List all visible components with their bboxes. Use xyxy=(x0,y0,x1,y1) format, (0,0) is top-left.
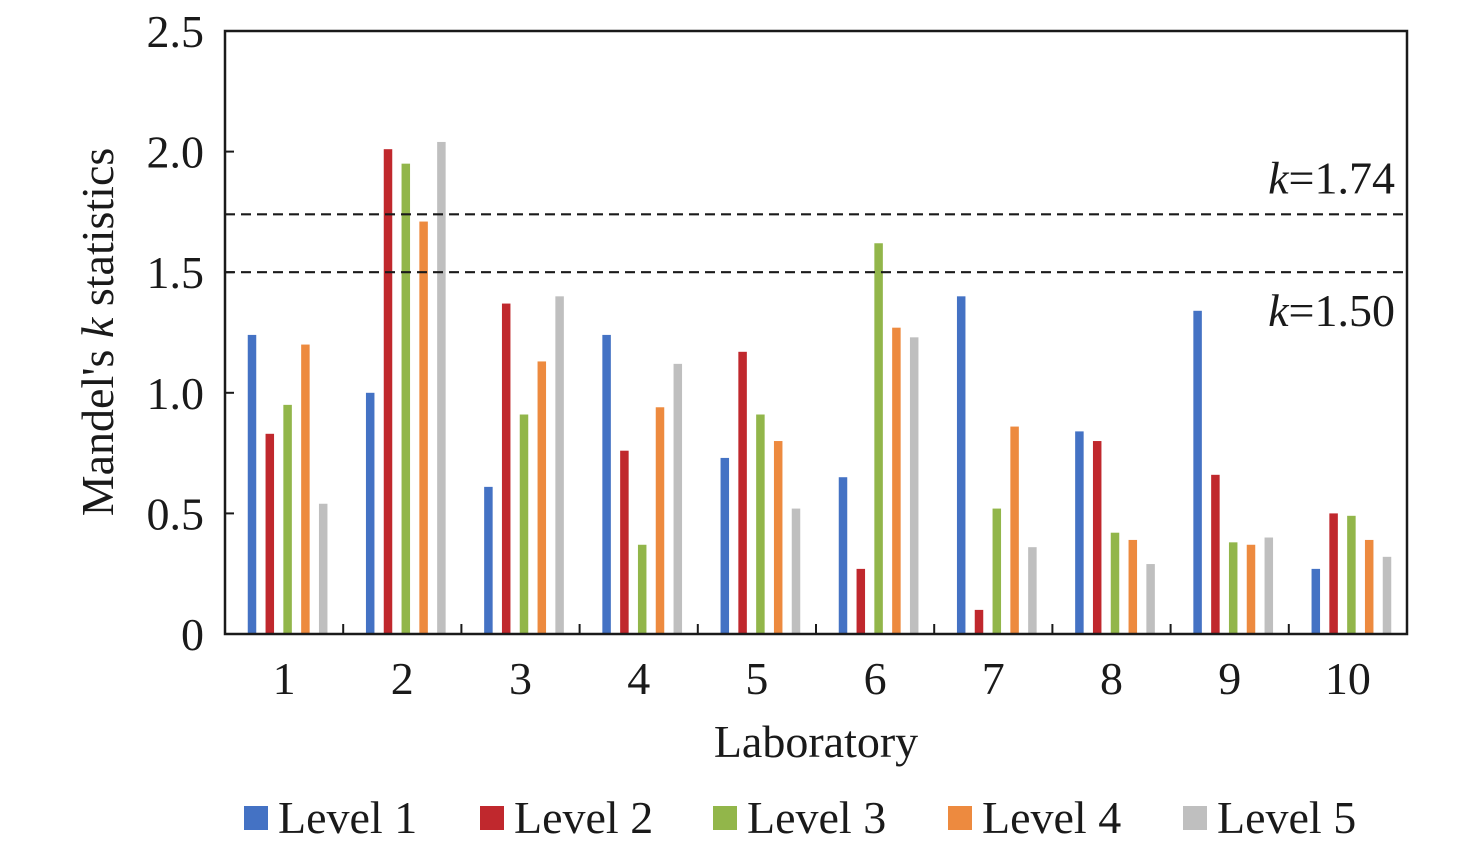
bar-lab-4-level-3 xyxy=(637,544,647,634)
y-axis-title-part-2: statistics xyxy=(72,148,123,318)
bar-lab-1-level-3 xyxy=(283,404,292,634)
y-tick-label-2: 1.0 xyxy=(147,368,205,419)
y-axis-title: Mandel's k statistics xyxy=(72,148,123,517)
reference-line-label-variable: k xyxy=(1268,152,1290,203)
bar-lab-5-level-1 xyxy=(720,457,730,634)
reference-line-label-2: k=1.50 xyxy=(1268,285,1395,336)
bar-lab-10-level-3 xyxy=(1347,515,1356,634)
bar-lab-4-level-1 xyxy=(602,334,611,634)
bar-lab-3-level-3 xyxy=(519,414,529,634)
bar-lab-6-level-2 xyxy=(856,568,866,634)
legend-swatch-level-3 xyxy=(713,806,737,830)
bar-lab-2-level-5 xyxy=(437,141,446,634)
bar-lab-3-level-2 xyxy=(501,303,511,634)
x-tick-label-10: 10 xyxy=(1325,653,1371,704)
y-tick-label-1: 0.5 xyxy=(147,488,205,539)
bar-lab-2-level-4 xyxy=(419,221,428,635)
bar-lab-3-level-5 xyxy=(555,296,564,634)
legend: Level 1 Level 2 Level 3 Level 4 Level 5 xyxy=(244,792,1356,843)
bar-lab-5-level-4 xyxy=(773,441,783,634)
x-tick-label-9: 9 xyxy=(1218,653,1241,704)
bar-lab-6-level-5 xyxy=(909,337,919,634)
y-tick-label-0: 0 xyxy=(181,609,204,660)
x-tick-label-4: 4 xyxy=(627,653,650,704)
bar-lab-1-level-4 xyxy=(301,344,310,634)
y-tick-label-5: 2.5 xyxy=(147,6,205,57)
reference-line-label-value: =1.50 xyxy=(1289,285,1395,336)
bar-lab-3-level-4 xyxy=(537,361,547,634)
bar-lab-6-level-4 xyxy=(892,327,901,634)
bar-lab-5-level-5 xyxy=(791,508,801,634)
y-tick-label-4: 2.0 xyxy=(147,127,205,178)
x-tick-label-7: 7 xyxy=(982,653,1005,704)
bar-lab-9-level-5 xyxy=(1264,537,1274,634)
bar-lab-10-level-4 xyxy=(1364,539,1374,634)
bar-lab-6-level-1 xyxy=(838,477,848,634)
legend-swatch-level-4 xyxy=(948,806,972,830)
bar-lab-5-level-2 xyxy=(738,351,747,634)
y-axis-title-part-1: Mandel's xyxy=(72,338,123,516)
bar-lab-1-level-1 xyxy=(247,334,257,634)
bar-lab-7-level-1 xyxy=(956,296,966,634)
bar-lab-3-level-1 xyxy=(484,486,493,634)
legend-swatch-level-2 xyxy=(480,806,504,830)
bar-lab-8-level-2 xyxy=(1092,441,1102,634)
bar-lab-7-level-4 xyxy=(1010,426,1019,634)
bar-lab-9-level-2 xyxy=(1211,474,1220,634)
x-tick-label-2: 2 xyxy=(391,653,414,704)
bar-lab-2-level-3 xyxy=(401,163,411,634)
bar-lab-9-level-1 xyxy=(1193,310,1202,634)
x-tick-label-6: 6 xyxy=(864,653,887,704)
legend-label-level-4: Level 4 xyxy=(982,792,1121,843)
reference-line-label-variable: k xyxy=(1268,285,1290,336)
y-tick-label-3: 1.5 xyxy=(147,247,205,298)
bar-lab-4-level-4 xyxy=(655,407,665,634)
legend-label-level-3: Level 3 xyxy=(747,792,886,843)
reference-line-label-value: =1.74 xyxy=(1289,152,1395,203)
bar-lab-8-level-1 xyxy=(1075,431,1084,634)
bars-layer xyxy=(247,141,1392,635)
bar-lab-5-level-3 xyxy=(756,414,765,634)
bar-lab-9-level-3 xyxy=(1228,542,1238,634)
x-tick-label-5: 5 xyxy=(745,653,768,704)
bar-lab-1-level-5 xyxy=(318,503,328,634)
bar-lab-8-level-3 xyxy=(1110,532,1120,634)
legend-label-level-2: Level 2 xyxy=(514,792,653,843)
bar-lab-1-level-2 xyxy=(265,433,275,634)
legend-swatch-level-1 xyxy=(244,806,268,830)
x-axis: 1 2 3 4 5 6 7 8 9 10 xyxy=(273,624,1371,704)
legend-label-level-1: Level 1 xyxy=(278,792,417,843)
bar-lab-2-level-2 xyxy=(383,149,393,634)
x-tick-label-8: 8 xyxy=(1100,653,1123,704)
bar-lab-8-level-4 xyxy=(1128,539,1138,634)
x-tick-label-3: 3 xyxy=(509,653,532,704)
bar-lab-10-level-5 xyxy=(1382,556,1392,634)
bar-lab-10-level-2 xyxy=(1329,513,1338,634)
reference-lines-layer: k=1.74k=1.50 xyxy=(225,152,1407,336)
bar-lab-2-level-1 xyxy=(365,392,375,634)
bar-lab-7-level-5 xyxy=(1028,547,1037,634)
y-axis: 0 0.5 1.0 1.5 2.0 2.5 xyxy=(147,6,234,660)
bar-lab-10-level-1 xyxy=(1311,568,1321,634)
x-tick-label-1: 1 xyxy=(273,653,296,704)
bar-lab-7-level-3 xyxy=(992,508,1002,634)
y-axis-title-variable: k xyxy=(72,316,123,338)
legend-swatch-level-5 xyxy=(1183,806,1207,830)
bar-lab-4-level-5 xyxy=(673,363,683,634)
bar-lab-9-level-4 xyxy=(1246,544,1256,634)
bar-lab-6-level-3 xyxy=(874,243,883,634)
x-axis-title: Laboratory xyxy=(714,716,918,767)
bar-lab-4-level-2 xyxy=(620,450,629,634)
bar-lab-8-level-5 xyxy=(1146,564,1155,634)
legend-label-level-5: Level 5 xyxy=(1217,792,1356,843)
reference-line-label-1: k=1.74 xyxy=(1268,152,1395,203)
bar-lab-7-level-2 xyxy=(974,609,984,634)
